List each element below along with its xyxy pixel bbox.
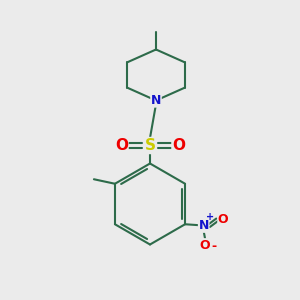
Text: O: O: [115, 138, 128, 153]
Text: O: O: [200, 239, 211, 252]
Text: +: +: [206, 212, 214, 222]
Text: N: N: [199, 219, 209, 232]
Text: -: -: [211, 240, 216, 253]
Text: S: S: [145, 138, 155, 153]
Text: O: O: [218, 213, 229, 226]
Text: N: N: [151, 94, 161, 107]
Text: O: O: [172, 138, 185, 153]
